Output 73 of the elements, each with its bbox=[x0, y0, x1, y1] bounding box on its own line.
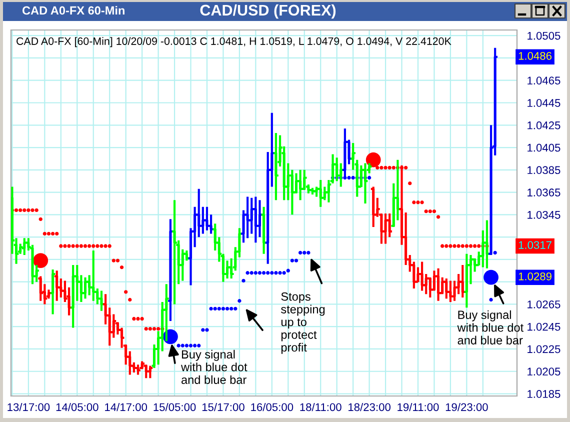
point bbox=[250, 271, 254, 275]
point bbox=[213, 306, 217, 311]
point bbox=[225, 306, 230, 311]
point bbox=[234, 306, 238, 311]
point bbox=[484, 270, 498, 285]
point bbox=[489, 298, 493, 302]
y-tick-label: 1.0445 bbox=[528, 99, 560, 107]
point bbox=[246, 271, 250, 275]
point bbox=[258, 271, 262, 275]
point bbox=[493, 250, 497, 255]
chart-title: CAD/USD (FOREX) bbox=[200, 4, 336, 19]
y-tick-label: 1.0265 bbox=[528, 300, 560, 308]
point bbox=[274, 271, 278, 275]
point bbox=[294, 258, 298, 262]
text: 1.0317 bbox=[518, 241, 552, 249]
y-tick-label: 1.0405 bbox=[528, 144, 560, 152]
x-tick-label: 15/05:00 bbox=[154, 402, 196, 412]
point bbox=[290, 258, 294, 262]
point bbox=[184, 344, 189, 348]
point bbox=[242, 278, 246, 283]
point bbox=[209, 306, 213, 311]
point bbox=[367, 176, 372, 180]
point bbox=[262, 271, 266, 275]
x-tick-label: 19/23:00 bbox=[446, 402, 488, 412]
point bbox=[188, 344, 193, 348]
point bbox=[302, 250, 306, 255]
y-tick-label: 1.0425 bbox=[528, 121, 560, 130]
point bbox=[306, 250, 310, 255]
point bbox=[201, 328, 205, 332]
x-tick-label: 16/05:00 bbox=[251, 402, 294, 412]
y-tick-label: 1.0465 bbox=[528, 76, 560, 84]
x-tick-label: 14/05:00 bbox=[56, 402, 98, 412]
point bbox=[286, 268, 290, 272]
text: 1.0486 bbox=[518, 52, 552, 60]
point bbox=[282, 271, 286, 275]
annotation: Buy signal with blue dot and blue bar bbox=[181, 350, 248, 384]
x-tick-label: 19/11:00 bbox=[398, 402, 439, 412]
point bbox=[270, 271, 274, 275]
point bbox=[238, 299, 242, 303]
y-tick-label: 1.0205 bbox=[528, 368, 560, 376]
point bbox=[254, 271, 258, 275]
point bbox=[33, 253, 48, 268]
point bbox=[176, 344, 180, 348]
x-tick-label: 15/17:00 bbox=[202, 402, 244, 412]
point bbox=[197, 344, 201, 348]
y-tick-label: 1.0505 bbox=[528, 32, 560, 40]
point bbox=[217, 306, 221, 311]
point bbox=[192, 344, 197, 348]
x-tick-label: 13/17:00 bbox=[8, 402, 50, 412]
point bbox=[347, 176, 351, 180]
annotation: Buy signal with blue dot and blue bar bbox=[457, 310, 524, 344]
x-tick-label: 14/17:00 bbox=[105, 402, 148, 412]
x-tick-label: 18/11:00 bbox=[300, 402, 342, 412]
point bbox=[278, 271, 282, 275]
point bbox=[298, 250, 302, 255]
point bbox=[351, 176, 355, 180]
data-label: 1.0289 bbox=[518, 272, 552, 280]
y-tick-label: 1.0385 bbox=[528, 166, 560, 174]
y-tick-label: 1.0245 bbox=[528, 322, 560, 331]
point bbox=[366, 152, 381, 168]
point bbox=[180, 344, 184, 348]
point bbox=[229, 306, 234, 311]
text: CAD A0-FX 60-Min bbox=[22, 6, 124, 15]
point bbox=[205, 328, 209, 332]
y-tick-label: 1.0185 bbox=[528, 390, 560, 398]
annotation: Stops stepping up to protect profit bbox=[281, 292, 325, 354]
y-tick-label: 1.0345 bbox=[528, 210, 560, 219]
text: CAD A0-FX [60-Min] 10/20/09 -0.0013 C 1.0481, H 1.0519, L 1.0479, O 1.0494, V 22.4120K bbox=[16, 37, 452, 48]
x-tick-label: 18/23:00 bbox=[348, 402, 390, 412]
y-tick-label: 1.0365 bbox=[528, 188, 560, 196]
point bbox=[266, 271, 270, 275]
point bbox=[221, 306, 226, 311]
y-tick-label: 1.0225 bbox=[528, 345, 560, 354]
